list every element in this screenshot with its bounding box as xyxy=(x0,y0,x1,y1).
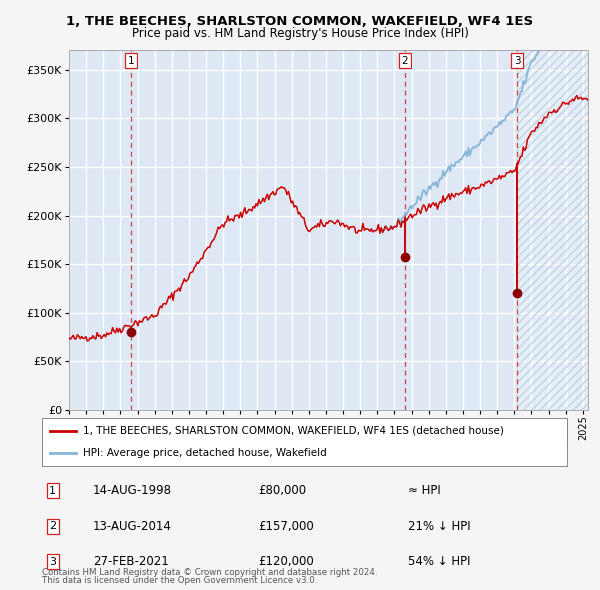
Text: HPI: Average price, detached house, Wakefield: HPI: Average price, detached house, Wake… xyxy=(83,448,327,458)
Text: 13-AUG-2014: 13-AUG-2014 xyxy=(93,520,172,533)
Text: Contains HM Land Registry data © Crown copyright and database right 2024.: Contains HM Land Registry data © Crown c… xyxy=(42,568,377,577)
Text: 3: 3 xyxy=(514,55,520,65)
Text: 1, THE BEECHES, SHARLSTON COMMON, WAKEFIELD, WF4 1ES (detached house): 1, THE BEECHES, SHARLSTON COMMON, WAKEFI… xyxy=(83,426,504,436)
Text: 54% ↓ HPI: 54% ↓ HPI xyxy=(408,555,470,568)
Text: £157,000: £157,000 xyxy=(258,520,314,533)
Text: This data is licensed under the Open Government Licence v3.0.: This data is licensed under the Open Gov… xyxy=(42,576,317,585)
Text: 3: 3 xyxy=(49,557,56,566)
Text: 27-FEB-2021: 27-FEB-2021 xyxy=(93,555,169,568)
Text: 1, THE BEECHES, SHARLSTON COMMON, WAKEFIELD, WF4 1ES: 1, THE BEECHES, SHARLSTON COMMON, WAKEFI… xyxy=(67,15,533,28)
Text: 21% ↓ HPI: 21% ↓ HPI xyxy=(408,520,470,533)
Text: 2: 2 xyxy=(49,522,56,531)
Text: £80,000: £80,000 xyxy=(258,484,306,497)
Text: £120,000: £120,000 xyxy=(258,555,314,568)
Text: 1: 1 xyxy=(49,486,56,496)
Text: ≈ HPI: ≈ HPI xyxy=(408,484,441,497)
Text: Price paid vs. HM Land Registry's House Price Index (HPI): Price paid vs. HM Land Registry's House … xyxy=(131,27,469,40)
Text: 1: 1 xyxy=(128,55,134,65)
Text: 2: 2 xyxy=(402,55,409,65)
Text: 14-AUG-1998: 14-AUG-1998 xyxy=(93,484,172,497)
